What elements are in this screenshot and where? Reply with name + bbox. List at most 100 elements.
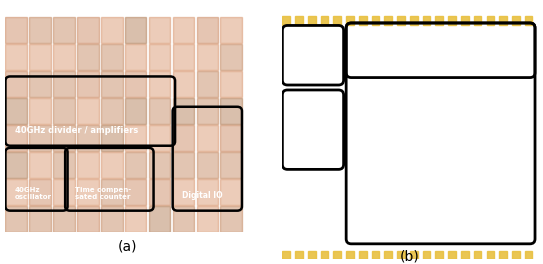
Bar [77, 152, 99, 178]
Bar [487, 16, 494, 25]
Bar [197, 71, 218, 97]
Bar [220, 206, 242, 232]
Bar [487, 251, 494, 259]
Bar [77, 71, 99, 97]
Bar [197, 44, 218, 70]
Bar [173, 152, 194, 178]
Bar [101, 44, 123, 70]
Bar [101, 206, 123, 232]
Bar [29, 17, 51, 43]
Bar [125, 71, 147, 97]
Bar [101, 152, 123, 178]
Bar [397, 16, 405, 25]
Bar [333, 16, 341, 25]
Bar [308, 251, 315, 259]
Text: DAC: DAC [295, 63, 318, 73]
Bar [512, 251, 520, 259]
Bar [5, 179, 27, 205]
Text: (b): (b) [400, 250, 420, 264]
Bar [149, 179, 171, 205]
Bar [149, 44, 171, 70]
Bar [77, 206, 99, 232]
Bar [197, 152, 218, 178]
Bar [125, 152, 147, 178]
Bar [5, 71, 27, 97]
Bar [101, 125, 123, 151]
Bar [53, 44, 75, 70]
Bar [220, 17, 242, 43]
Text: (a): (a) [118, 239, 137, 253]
Bar [77, 44, 99, 70]
Bar [295, 16, 303, 25]
Bar [282, 16, 290, 25]
Bar [125, 206, 147, 232]
Bar [77, 98, 99, 124]
Bar [125, 98, 147, 124]
Bar [525, 251, 533, 259]
Bar [461, 16, 469, 25]
Bar [525, 16, 533, 25]
Bar [449, 16, 456, 25]
Bar [173, 71, 194, 97]
Text: 40GHz
oscillator: 40GHz oscillator [15, 187, 52, 200]
Text: 40GHz divider / amplifiers: 40GHz divider / amplifiers [15, 126, 138, 135]
Bar [29, 152, 51, 178]
Bar [500, 16, 507, 25]
Bar [372, 16, 380, 25]
Bar [423, 16, 431, 25]
Bar [333, 251, 341, 259]
Bar [5, 152, 27, 178]
Bar [53, 125, 75, 151]
Bar [53, 179, 75, 205]
Bar [5, 125, 27, 151]
Bar [125, 44, 147, 70]
Bar [29, 44, 51, 70]
Bar [101, 17, 123, 43]
Bar [29, 206, 51, 232]
Bar [29, 125, 51, 151]
Bar [77, 179, 99, 205]
Bar [173, 44, 194, 70]
Bar [220, 125, 242, 151]
Bar [473, 16, 482, 25]
Bar [29, 179, 51, 205]
Bar [125, 179, 147, 205]
Bar [125, 125, 147, 151]
Bar [197, 179, 218, 205]
Bar [197, 98, 218, 124]
Text: Digital IO: Digital IO [182, 191, 223, 200]
Bar [101, 98, 123, 124]
Bar [320, 16, 329, 25]
Bar [295, 251, 303, 259]
Bar [149, 17, 171, 43]
Bar [173, 125, 194, 151]
Bar [384, 251, 392, 259]
Bar [372, 251, 380, 259]
Bar [220, 98, 242, 124]
Bar [149, 152, 171, 178]
Bar [29, 98, 51, 124]
Bar [500, 251, 507, 259]
Text: Time compen-
sated counter: Time compen- sated counter [75, 187, 131, 200]
Bar [125, 17, 147, 43]
Bar [282, 251, 290, 259]
Bar [101, 71, 123, 97]
Bar [5, 206, 27, 232]
Bar [220, 179, 242, 205]
Bar [53, 206, 75, 232]
Bar [53, 71, 75, 97]
Bar [53, 17, 75, 43]
Bar [435, 251, 443, 259]
Bar [220, 152, 242, 178]
Bar [149, 125, 171, 151]
Bar [173, 206, 194, 232]
Bar [410, 16, 418, 25]
Bar [423, 251, 431, 259]
Bar [173, 179, 194, 205]
Bar [359, 16, 367, 25]
Bar [173, 17, 194, 43]
Bar [197, 206, 218, 232]
Bar [449, 251, 456, 259]
Bar [53, 152, 75, 178]
Bar [220, 44, 242, 70]
